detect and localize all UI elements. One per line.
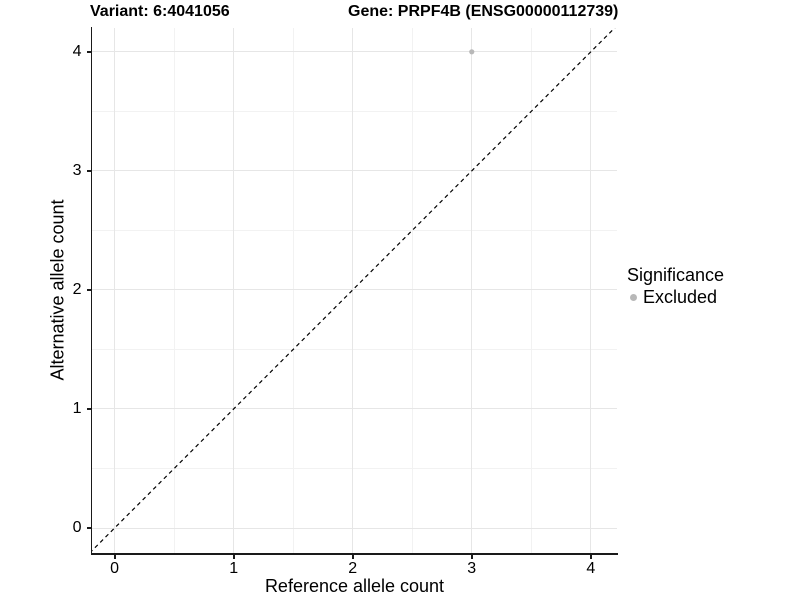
gridline-minor-horizontal: [92, 229, 617, 231]
gridline-major-vertical: [114, 28, 116, 553]
legend-item-label: Excluded: [643, 287, 718, 307]
gridline-minor-vertical: [292, 28, 294, 553]
plot-panel: [92, 28, 617, 553]
y-axis-tick: [86, 51, 91, 53]
gridline-major-vertical: [590, 28, 592, 553]
y-axis-tick: [86, 170, 91, 172]
y-axis-tick: [86, 289, 91, 291]
gridline-minor-horizontal: [92, 110, 617, 112]
y-axis-title: Alternative allele count: [47, 199, 68, 381]
gridline-major-vertical: [352, 28, 354, 553]
legend-item: Excluded: [627, 287, 724, 308]
x-axis-tick: [471, 554, 473, 559]
data-point: [469, 49, 475, 55]
x-axis-tick: [590, 554, 592, 559]
x-axis-tick-label: 4: [586, 560, 596, 577]
y-axis-tick: [86, 527, 91, 529]
x-axis-tick-label: 1: [229, 560, 239, 577]
x-axis-title: Reference allele count: [264, 576, 445, 596]
gridline-minor-vertical: [530, 28, 532, 553]
plot-title-variant: Variant: 6:4041056: [90, 3, 230, 20]
x-axis-tick-label: 0: [110, 560, 120, 577]
gridline-minor-horizontal: [92, 348, 617, 350]
legend-swatch-circle-icon: [630, 294, 637, 301]
gridline-major-horizontal: [92, 408, 617, 410]
x-axis-tick-label: 3: [467, 560, 477, 577]
y-axis-tick-label: 0: [72, 519, 82, 536]
gridline-major-horizontal: [92, 170, 617, 172]
plot-svg: [92, 28, 616, 552]
identity-reference-line: [92, 28, 616, 552]
gridline-major-vertical: [471, 28, 473, 553]
x-axis-tick: [352, 554, 354, 559]
legend-items: Excluded: [627, 287, 724, 308]
y-axis-tick-label: 2: [72, 280, 82, 298]
gridline-minor-horizontal: [92, 467, 617, 469]
x-axis-tick: [114, 554, 116, 559]
legend-title: Significance: [627, 265, 725, 285]
plot-title-gene: Gene: PRPF4B (ENSG00000112739): [348, 3, 619, 20]
gridline-major-horizontal: [92, 527, 617, 529]
y-axis-line: [90, 27, 92, 554]
y-axis-tick-label: 3: [72, 161, 82, 179]
y-axis-tick-label: 1: [72, 399, 82, 417]
x-axis-tick-label: 2: [348, 560, 358, 577]
gridline-major-horizontal: [92, 289, 617, 291]
y-axis-tick-label: 4: [72, 42, 82, 60]
gridline-major-vertical: [233, 28, 235, 553]
gridline-minor-vertical: [411, 28, 413, 553]
gridline-minor-vertical: [173, 28, 175, 553]
y-axis-tick: [86, 408, 91, 410]
legend: Significance Excluded: [627, 264, 724, 308]
x-axis-tick: [233, 554, 235, 559]
x-axis-line: [90, 553, 618, 555]
gridline-major-horizontal: [92, 51, 617, 53]
